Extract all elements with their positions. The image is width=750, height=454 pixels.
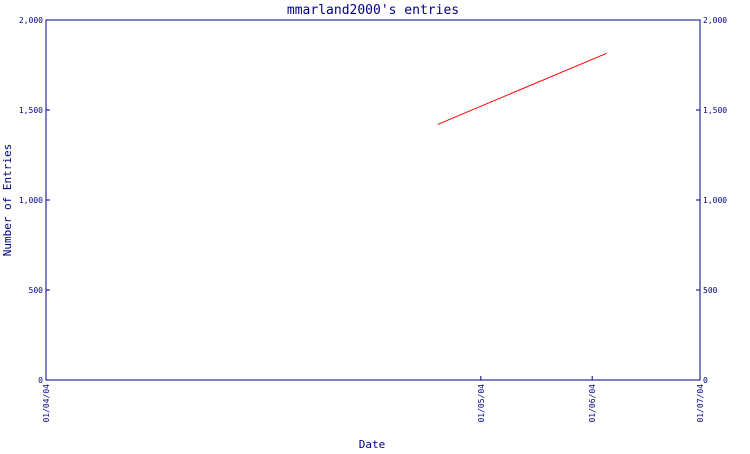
y-axis-label: Number of Entries [1,144,14,257]
x-tick-label: 01/06/04 [588,384,597,423]
chart-title: mmarland2000's entries [287,3,459,18]
y-tick-label-left: 1,500 [19,106,43,115]
y-tick-label-left: 2,000 [19,16,43,25]
y-tick-label-left: 500 [29,286,44,295]
x-axis-label: Date [359,438,386,450]
x-tick-label: 01/05/04 [477,384,486,423]
y-axis-ticks: 0 0 500 500 1,000 1,000 1,500 1,500 2,000 2,000 [19,16,727,385]
y-tick-label-right: 1,500 [703,106,727,115]
y-tick-label-right: 1,000 [703,196,727,205]
x-axis-ticks: 01/04/04 01/05/04 01/06/04 01/07/04 [42,376,705,423]
x-tick-label: 01/04/04 [42,384,51,423]
y-tick-label-left: 0 [38,376,43,385]
y-tick-label-right: 500 [703,286,718,295]
y-tick-label-right: 2,000 [703,16,727,25]
y-tick-label-left: 1,000 [19,196,43,205]
y-tick-label-right: 0 [703,376,708,385]
x-tick-label: 01/07/04 [696,384,705,423]
series-layer [437,52,607,125]
series-line [437,52,607,125]
